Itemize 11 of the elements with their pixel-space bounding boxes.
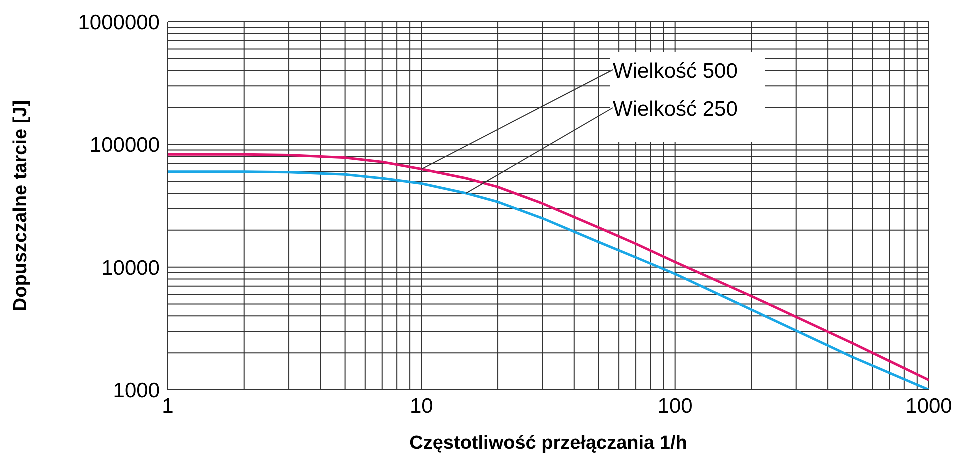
text: Wielkość 500 <box>613 60 738 83</box>
text: Wielkość 250 <box>613 98 738 121</box>
y-tick-label: 100000 <box>90 134 160 158</box>
x-axis-title: Częstotliwość przełączania 1/h <box>410 433 688 454</box>
y-axis-title: Dopuszczalne tarcie [J] <box>10 100 32 312</box>
y-tick-label: 1000 <box>113 379 160 402</box>
x-tick-label: 10 <box>410 394 434 418</box>
x-tick-label: 1 <box>162 394 174 418</box>
x-tick-label: 100 <box>658 394 693 418</box>
y-tick-label: 1000000 <box>78 11 160 34</box>
y-tick-label: 10000 <box>102 256 160 280</box>
